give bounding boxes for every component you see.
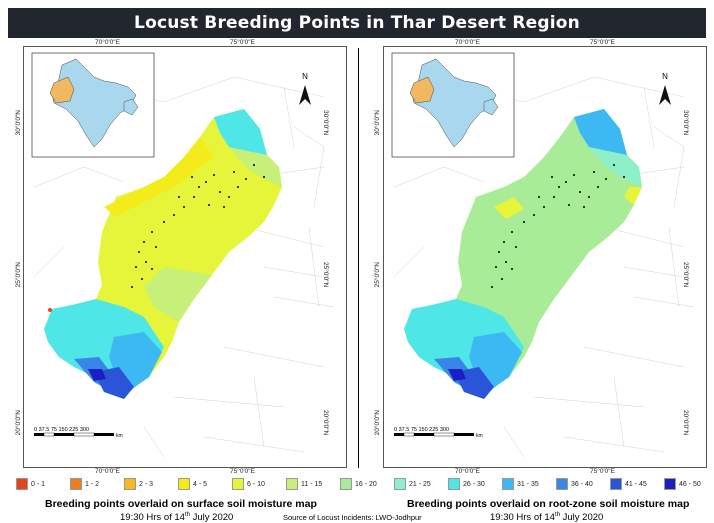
district-boundaries — [33, 76, 335, 458]
legend-item: 2 - 3 — [124, 478, 153, 490]
legend-label: 6 - 10 — [247, 480, 265, 488]
legend-item: 36 - 40 — [556, 478, 593, 490]
legend-swatch — [448, 478, 460, 490]
legend-swatch — [178, 478, 190, 490]
lat-tick-left-30: 30°0'0"N — [374, 110, 381, 136]
lon-tick-bottom-70: 70°0'0"E — [95, 468, 120, 475]
timestamp-surface-map: 19:30 Hrs of 14th July 2020 — [120, 512, 234, 523]
lat-tick-right-20: 20°0'0"N — [682, 410, 689, 436]
legend-label: 46 - 50 — [679, 480, 701, 488]
caption-surface-map: Breeding points overlaid on surface soil… — [45, 498, 317, 510]
legend-label: 31 - 35 — [517, 480, 539, 488]
north-arrow-icon — [299, 85, 311, 105]
legend-label: 16 - 20 — [355, 480, 377, 488]
scale-labels: 0 37.5 75 150 225 300 — [394, 427, 449, 433]
lon-tick-top-70: 70°0'0"E — [455, 39, 480, 46]
india-inset-map — [49, 58, 139, 148]
scale-bar — [394, 432, 474, 437]
scale-unit: km — [116, 433, 123, 439]
caption-root-zone-map: Breeding points overlaid on root-zone so… — [407, 498, 690, 510]
lon-tick-bottom-75: 75°0'0"E — [230, 468, 255, 475]
legend-item: 16 - 20 — [340, 478, 377, 490]
north-label: N — [302, 72, 308, 81]
lat-tick-left-25: 25°0'0"N — [15, 262, 22, 288]
legend-item: 0 - 1 — [16, 478, 45, 490]
surface-map-canvas: N 0 37.5 75 150 225 300 km — [31, 52, 335, 458]
scale-labels: 0 37.5 75 150 225 300 — [34, 427, 89, 433]
lat-tick-right-25: 25°0'0"N — [322, 262, 329, 288]
legend-item: 41 - 45 — [610, 478, 647, 490]
lat-tick-left-25: 25°0'0"N — [374, 262, 381, 288]
page-title: Locust Breeding Points in Thar Desert Re… — [134, 13, 580, 33]
timestamp-root-zone-map: 19:30 Hrs of 14th July 2020 — [490, 512, 604, 523]
north-arrow-icon — [659, 85, 671, 105]
lat-tick-right-30: 30°0'0"N — [682, 110, 689, 136]
legend-swatch — [16, 478, 28, 490]
surface-soil-moisture-map: N 0 37.5 75 150 225 300 km — [23, 46, 347, 468]
lat-tick-left-30: 30°0'0"N — [15, 110, 22, 136]
lat-tick-right-25: 25°0'0"N — [682, 262, 689, 288]
legend-item: 31 - 35 — [502, 478, 539, 490]
scale-bar — [34, 432, 114, 437]
legend-label: 41 - 45 — [625, 480, 647, 488]
legend-swatch — [610, 478, 622, 490]
map-divider — [358, 48, 359, 468]
title-bar: Locust Breeding Points in Thar Desert Re… — [8, 8, 706, 38]
legend-label: 21 - 25 — [409, 480, 431, 488]
legend-label: 11 - 15 — [301, 480, 323, 488]
legend-swatch — [124, 478, 136, 490]
legend-label: 36 - 40 — [571, 480, 593, 488]
legend-item: 6 - 10 — [232, 478, 265, 490]
lat-tick-left-20: 20°0'0"N — [374, 410, 381, 436]
root-zone-soil-moisture-map: N 0 37.5 75 150 225 300 km — [383, 46, 707, 468]
lon-tick-bottom-75: 75°0'0"E — [590, 468, 615, 475]
soil-moisture-legend: 0 - 1 1 - 2 2 - 3 4 - 5 6 - 10 11 - 15 16 - 20… — [8, 478, 708, 490]
legend-swatch — [70, 478, 82, 490]
lat-tick-left-20: 20°0'0"N — [15, 410, 22, 436]
lon-tick-top-70: 70°0'0"E — [95, 39, 120, 46]
legend-item: 21 - 25 — [394, 478, 431, 490]
legend-swatch — [664, 478, 676, 490]
root-zone-map-canvas: N 0 37.5 75 150 225 300 km — [391, 52, 695, 458]
breeding-points — [491, 164, 625, 288]
legend-item: 26 - 30 — [448, 478, 485, 490]
lon-tick-bottom-70: 70°0'0"E — [455, 468, 480, 475]
scale-unit: km — [476, 433, 483, 439]
lat-tick-right-20: 20°0'0"N — [322, 410, 329, 436]
legend-label: 26 - 30 — [463, 480, 485, 488]
legend-item: 1 - 2 — [70, 478, 99, 490]
india-inset-map — [409, 58, 499, 148]
legend-item: 11 - 15 — [286, 478, 322, 490]
breeding-points — [131, 164, 265, 288]
legend-label: 0 - 1 — [31, 480, 46, 488]
legend-item: 4 - 5 — [178, 478, 207, 490]
lon-tick-top-75: 75°0'0"E — [230, 39, 255, 46]
legend-swatch — [286, 478, 298, 490]
legend-swatch — [394, 478, 406, 490]
legend-label: 4 - 5 — [193, 480, 208, 488]
source-note: Source of Locust Incidents: LWO-Jodhpur — [283, 513, 422, 522]
north-label: N — [662, 72, 668, 81]
legend-swatch — [556, 478, 568, 490]
lon-tick-top-75: 75°0'0"E — [590, 39, 615, 46]
lat-tick-right-30: 30°0'0"N — [322, 110, 329, 136]
legend-swatch — [502, 478, 514, 490]
legend-swatch — [232, 478, 244, 490]
legend-swatch — [340, 478, 352, 490]
legend-label: 2 - 3 — [139, 480, 154, 488]
district-boundaries — [393, 76, 695, 458]
legend-item: 46 - 50 — [664, 478, 701, 490]
thar-region-root-zone — [404, 109, 642, 399]
legend-label: 1 - 2 — [85, 480, 100, 488]
thar-region-surface — [44, 109, 282, 399]
